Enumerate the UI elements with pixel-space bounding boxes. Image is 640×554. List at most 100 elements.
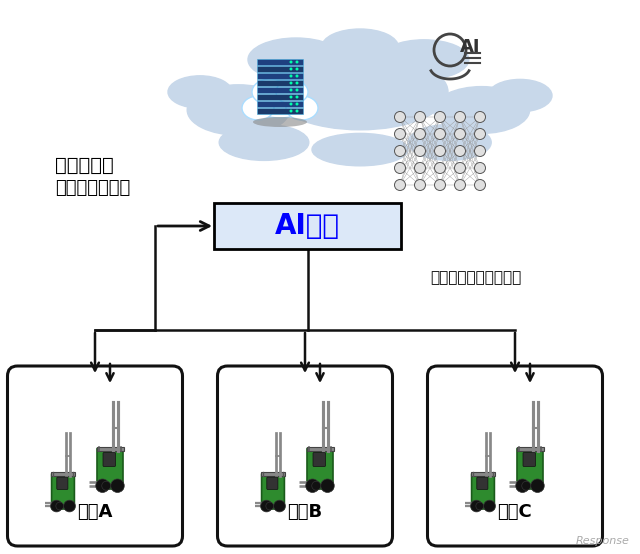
Circle shape bbox=[296, 74, 298, 78]
Text: 工場B: 工場B bbox=[287, 503, 323, 521]
Circle shape bbox=[454, 111, 465, 122]
Circle shape bbox=[415, 162, 426, 173]
FancyBboxPatch shape bbox=[428, 366, 602, 546]
Ellipse shape bbox=[252, 86, 308, 118]
Circle shape bbox=[102, 481, 111, 490]
Ellipse shape bbox=[253, 117, 307, 127]
Circle shape bbox=[289, 81, 292, 85]
Circle shape bbox=[394, 162, 406, 173]
Circle shape bbox=[454, 129, 465, 140]
Circle shape bbox=[321, 479, 334, 493]
Circle shape bbox=[266, 502, 274, 510]
FancyBboxPatch shape bbox=[517, 448, 543, 489]
Circle shape bbox=[454, 179, 465, 191]
Ellipse shape bbox=[286, 96, 318, 120]
Bar bbox=[51, 472, 75, 475]
Circle shape bbox=[289, 102, 292, 105]
Circle shape bbox=[306, 479, 319, 493]
Circle shape bbox=[484, 500, 495, 512]
Ellipse shape bbox=[187, 85, 290, 135]
Circle shape bbox=[296, 110, 298, 112]
Circle shape bbox=[289, 68, 292, 70]
Circle shape bbox=[96, 479, 109, 493]
Ellipse shape bbox=[168, 76, 232, 108]
Circle shape bbox=[394, 179, 406, 191]
Circle shape bbox=[415, 179, 426, 191]
Circle shape bbox=[476, 502, 484, 510]
Bar bbox=[257, 101, 303, 107]
Bar bbox=[257, 73, 303, 79]
Circle shape bbox=[435, 146, 445, 156]
Bar bbox=[257, 87, 303, 93]
Circle shape bbox=[474, 111, 486, 122]
Circle shape bbox=[296, 68, 298, 70]
Circle shape bbox=[470, 500, 483, 512]
FancyBboxPatch shape bbox=[214, 203, 401, 249]
Bar bbox=[257, 59, 303, 65]
FancyBboxPatch shape bbox=[523, 453, 536, 466]
Ellipse shape bbox=[488, 79, 552, 112]
Circle shape bbox=[474, 129, 486, 140]
Circle shape bbox=[296, 95, 298, 99]
Circle shape bbox=[63, 500, 76, 512]
Ellipse shape bbox=[219, 125, 309, 161]
Circle shape bbox=[454, 162, 465, 173]
Text: AI: AI bbox=[460, 38, 480, 56]
Text: （各車両から）: （各車両から） bbox=[55, 179, 131, 197]
Ellipse shape bbox=[408, 125, 492, 161]
Circle shape bbox=[394, 146, 406, 156]
Circle shape bbox=[474, 146, 486, 156]
Circle shape bbox=[296, 89, 298, 91]
Circle shape bbox=[394, 111, 406, 122]
FancyBboxPatch shape bbox=[477, 477, 488, 490]
Bar bbox=[307, 447, 333, 450]
Circle shape bbox=[435, 179, 445, 191]
Circle shape bbox=[289, 95, 292, 99]
Ellipse shape bbox=[252, 79, 288, 105]
Circle shape bbox=[415, 111, 426, 122]
Circle shape bbox=[435, 162, 445, 173]
FancyBboxPatch shape bbox=[52, 473, 74, 509]
Circle shape bbox=[454, 146, 465, 156]
Bar bbox=[257, 94, 303, 100]
Ellipse shape bbox=[312, 134, 408, 166]
Circle shape bbox=[56, 502, 63, 510]
Circle shape bbox=[474, 162, 486, 173]
Circle shape bbox=[474, 179, 486, 191]
Circle shape bbox=[289, 74, 292, 78]
Circle shape bbox=[435, 129, 445, 140]
Bar bbox=[257, 66, 303, 72]
Ellipse shape bbox=[322, 29, 398, 65]
Bar bbox=[261, 472, 285, 475]
Bar bbox=[97, 447, 124, 450]
Circle shape bbox=[531, 479, 544, 493]
Bar bbox=[257, 80, 303, 86]
Circle shape bbox=[394, 129, 406, 140]
Circle shape bbox=[296, 81, 298, 85]
FancyBboxPatch shape bbox=[313, 453, 326, 466]
Text: 工場A: 工場A bbox=[77, 503, 113, 521]
Circle shape bbox=[522, 481, 531, 490]
Text: Response: Response bbox=[576, 536, 630, 546]
FancyBboxPatch shape bbox=[472, 473, 495, 509]
Circle shape bbox=[516, 479, 529, 493]
Circle shape bbox=[289, 60, 292, 64]
Ellipse shape bbox=[379, 40, 468, 79]
FancyBboxPatch shape bbox=[267, 477, 278, 490]
FancyBboxPatch shape bbox=[218, 366, 392, 546]
Circle shape bbox=[111, 479, 124, 493]
Circle shape bbox=[435, 111, 445, 122]
FancyBboxPatch shape bbox=[57, 477, 68, 490]
Circle shape bbox=[260, 500, 273, 512]
Text: AI学習: AI学習 bbox=[275, 212, 340, 240]
Bar bbox=[516, 447, 543, 450]
Ellipse shape bbox=[242, 96, 274, 120]
Circle shape bbox=[312, 481, 321, 490]
Circle shape bbox=[274, 500, 285, 512]
Circle shape bbox=[415, 146, 426, 156]
Circle shape bbox=[296, 60, 298, 64]
Text: 改良された機能を配信: 改良された機能を配信 bbox=[430, 270, 521, 285]
Ellipse shape bbox=[434, 86, 530, 134]
Circle shape bbox=[289, 110, 292, 112]
Text: 学習データ: 学習データ bbox=[55, 156, 114, 175]
